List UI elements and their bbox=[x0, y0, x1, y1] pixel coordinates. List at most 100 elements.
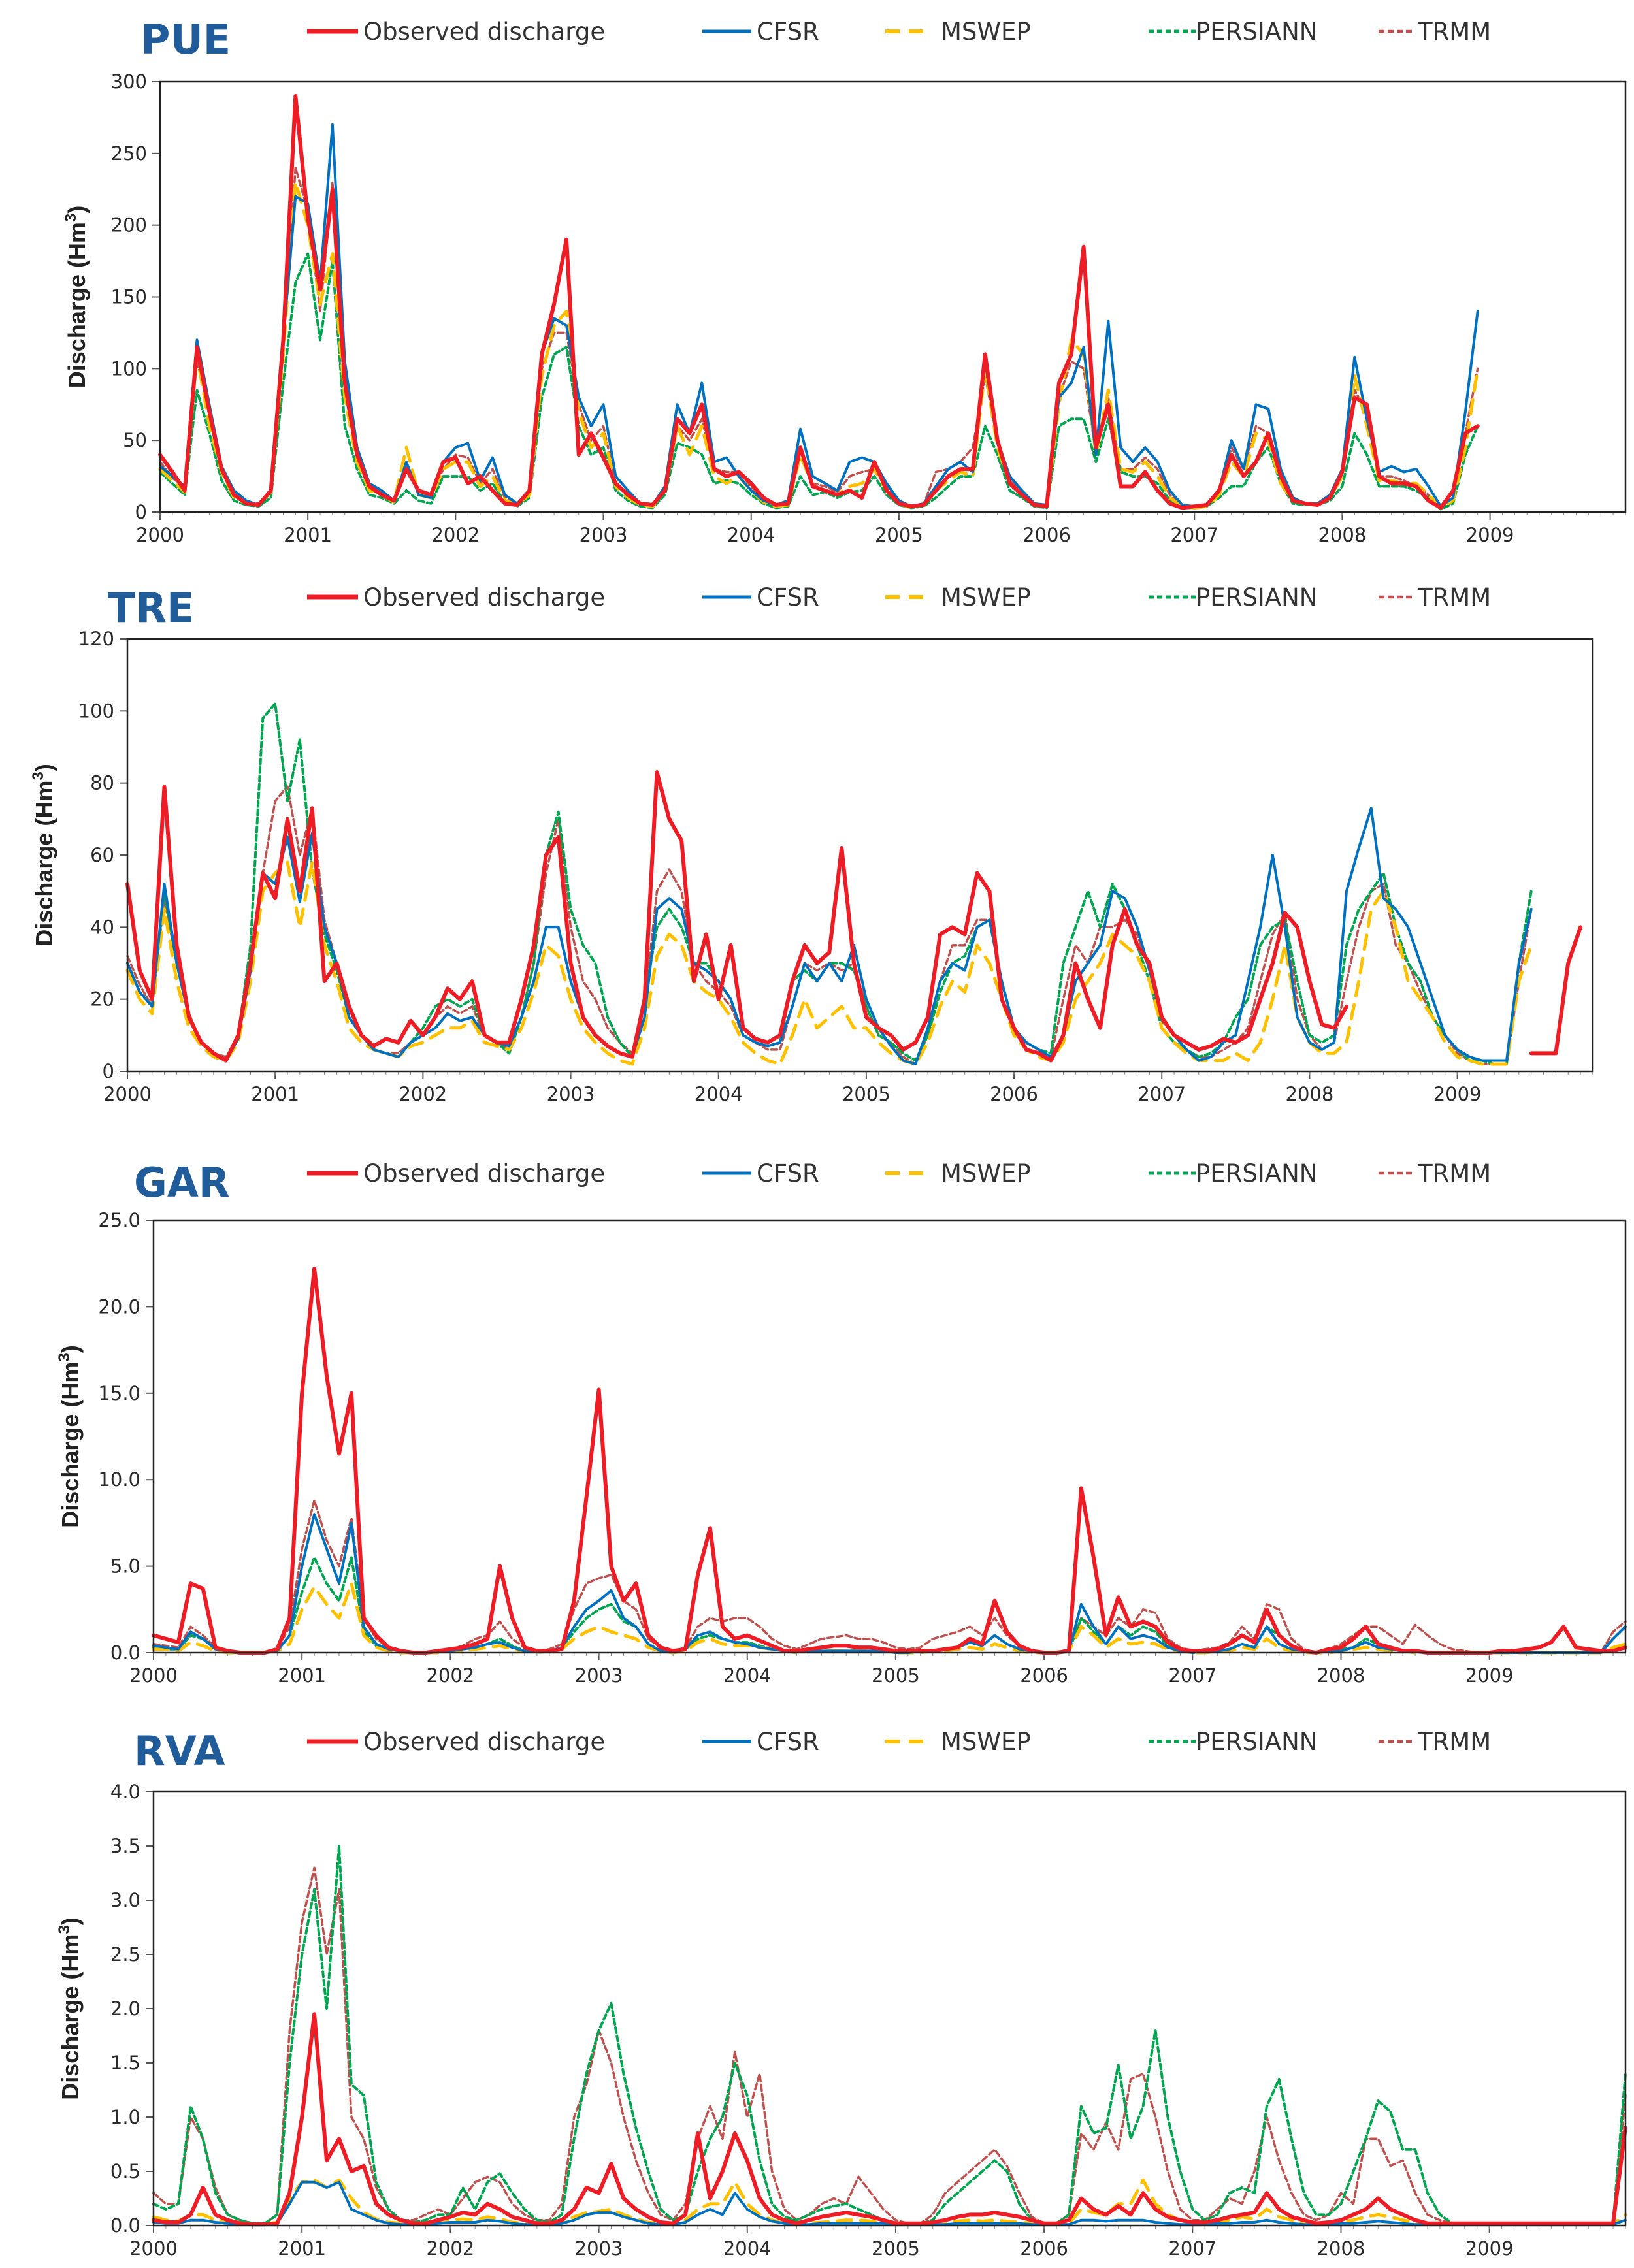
y-tick-label: 2.5 bbox=[110, 1943, 140, 1966]
x-tick-label: 2007 bbox=[1137, 1083, 1186, 1105]
series-line-persiann bbox=[152, 1556, 1627, 1654]
y-tick-label: 1.0 bbox=[110, 2106, 140, 2128]
x-tick-label: 2009 bbox=[1465, 2237, 1514, 2260]
series-line-persiann bbox=[126, 702, 1533, 1065]
y-tick-label: 1.5 bbox=[110, 2052, 140, 2074]
y-tick-label: 40 bbox=[90, 916, 114, 938]
x-tick-label: 2009 bbox=[1466, 524, 1514, 546]
y-tick-label: 0.0 bbox=[110, 1642, 140, 1664]
x-tick-label: 2006 bbox=[990, 1083, 1038, 1105]
y-tick-label: 0.5 bbox=[110, 2160, 140, 2182]
plot-area-frame bbox=[152, 1219, 1627, 1654]
series-line-cfsr bbox=[159, 123, 1479, 508]
y-axis-label: Discharge (Hm3) bbox=[56, 1917, 84, 2099]
legend-label-cfsr: CFSR bbox=[757, 583, 819, 611]
legend-label-persiann: PERSIANN bbox=[1196, 583, 1317, 611]
panel-tre: TRE Observed discharge CFSR MSWEP PERSIANN TR… bbox=[29, 583, 1594, 1105]
x-tick-label: 2002 bbox=[431, 524, 480, 546]
chart-title: RVA bbox=[134, 1727, 225, 1775]
legend-label-cfsr: CFSR bbox=[757, 1728, 819, 1756]
x-tick-label: 2004 bbox=[723, 2237, 772, 2260]
series-line-observed-discharge bbox=[152, 2012, 1627, 2227]
y-tick-label: 3.5 bbox=[110, 1835, 140, 1857]
plot-area-frame bbox=[126, 638, 1594, 1073]
y-tick-label: 60 bbox=[90, 844, 114, 866]
series-line-observed-discharge bbox=[125, 770, 1583, 1063]
y-tick-label: 0 bbox=[135, 501, 147, 523]
panel-gar: GAR Observed discharge CFSR MSWEP PERSIANN TR… bbox=[56, 1159, 1627, 1687]
chart-title: TRE bbox=[108, 584, 194, 632]
legend-label-mswep: MSWEP bbox=[941, 1159, 1031, 1188]
x-tick-label: 2008 bbox=[1286, 1083, 1334, 1105]
legend-label-observed-discharge: Observed discharge bbox=[363, 18, 605, 46]
x-tick-label: 2001 bbox=[278, 1664, 326, 1687]
x-tick-label: 2005 bbox=[875, 524, 923, 546]
x-tick-label: 2002 bbox=[399, 1083, 447, 1105]
x-tick-label: 2007 bbox=[1170, 524, 1218, 546]
legend-label-mswep: MSWEP bbox=[941, 1728, 1031, 1756]
x-tick-label: 2001 bbox=[278, 2237, 326, 2260]
y-tick-label: 250 bbox=[111, 142, 147, 165]
plot-area-frame bbox=[159, 80, 1627, 513]
x-tick-label: 2007 bbox=[1168, 2237, 1217, 2260]
x-tick-label: 2001 bbox=[284, 524, 332, 546]
x-tick-label: 2003 bbox=[575, 1664, 623, 1687]
y-tick-label: 100 bbox=[78, 700, 114, 722]
legend-label-trmm: TRMM bbox=[1417, 1159, 1491, 1188]
legend-label-persiann: PERSIANN bbox=[1196, 1728, 1317, 1756]
x-tick-label: 2009 bbox=[1465, 1664, 1514, 1687]
y-tick-label: 3.0 bbox=[110, 1889, 140, 1911]
x-tick-label: 2004 bbox=[723, 1664, 772, 1687]
x-tick-label: 2006 bbox=[1020, 2237, 1068, 2260]
y-tick-label: 20.0 bbox=[98, 1295, 140, 1318]
series-line-observed-discharge bbox=[152, 1267, 1627, 1655]
x-tick-label: 2003 bbox=[580, 524, 628, 546]
x-tick-label: 2008 bbox=[1318, 524, 1367, 546]
legend-label-trmm: TRMM bbox=[1417, 18, 1491, 46]
x-tick-label: 2008 bbox=[1317, 2237, 1365, 2260]
x-tick-label: 2005 bbox=[842, 1083, 891, 1105]
x-tick-label: 2006 bbox=[1020, 1664, 1068, 1687]
y-tick-label: 2.0 bbox=[110, 1998, 140, 2020]
x-tick-label: 2002 bbox=[426, 1664, 474, 1687]
legend-label-observed-discharge: Observed discharge bbox=[363, 583, 605, 611]
panel-rva: RVA Observed discharge CFSR MSWEP PERSIANN TR… bbox=[56, 1727, 1627, 2260]
chart-title: GAR bbox=[134, 1159, 230, 1207]
legend-label-persiann: PERSIANN bbox=[1196, 1159, 1317, 1188]
x-tick-label: 2004 bbox=[727, 524, 776, 546]
legend-label-observed-discharge: Observed discharge bbox=[363, 1159, 605, 1188]
y-tick-label: 50 bbox=[123, 429, 147, 451]
x-tick-label: 2001 bbox=[251, 1083, 299, 1105]
y-tick-label: 15.0 bbox=[98, 1382, 140, 1404]
y-tick-label: 0 bbox=[103, 1060, 114, 1082]
legend-label-cfsr: CFSR bbox=[757, 18, 819, 46]
x-tick-label: 2003 bbox=[575, 2237, 623, 2260]
legend-label-trmm: TRMM bbox=[1417, 1728, 1491, 1756]
y-tick-label: 80 bbox=[90, 772, 114, 794]
y-tick-label: 150 bbox=[111, 286, 147, 308]
y-tick-label: 100 bbox=[111, 357, 147, 380]
series-line-observed-discharge bbox=[158, 94, 1480, 510]
legend-label-observed-discharge: Observed discharge bbox=[363, 1728, 605, 1756]
x-tick-label: 2006 bbox=[1022, 524, 1071, 546]
y-tick-label: 4.0 bbox=[110, 1781, 140, 1803]
x-tick-label: 2008 bbox=[1317, 1664, 1365, 1687]
x-tick-label: 2005 bbox=[872, 2237, 920, 2260]
plot-area-frame bbox=[152, 1790, 1627, 2227]
y-tick-label: 0.0 bbox=[110, 2214, 140, 2237]
legend-label-mswep: MSWEP bbox=[941, 583, 1031, 611]
x-tick-label: 2000 bbox=[103, 1083, 152, 1105]
x-tick-label: 2000 bbox=[129, 2237, 178, 2260]
x-tick-label: 2000 bbox=[136, 524, 184, 546]
x-tick-label: 2007 bbox=[1168, 1664, 1217, 1687]
y-axis-label: Discharge (Hm3) bbox=[29, 764, 57, 946]
y-axis-label: Discharge (Hm3) bbox=[62, 206, 90, 388]
y-tick-label: 300 bbox=[111, 71, 147, 93]
panel-pue: PUE Observed discharge CFSR MSWEP PERSIANN TR… bbox=[62, 16, 1627, 546]
series-line-cfsr bbox=[152, 2180, 1627, 2226]
x-tick-label: 2002 bbox=[426, 2237, 474, 2260]
y-tick-label: 200 bbox=[111, 214, 147, 236]
y-tick-label: 25.0 bbox=[98, 1209, 140, 1231]
y-tick-label: 20 bbox=[90, 988, 114, 1011]
y-tick-label: 10.0 bbox=[98, 1468, 140, 1491]
